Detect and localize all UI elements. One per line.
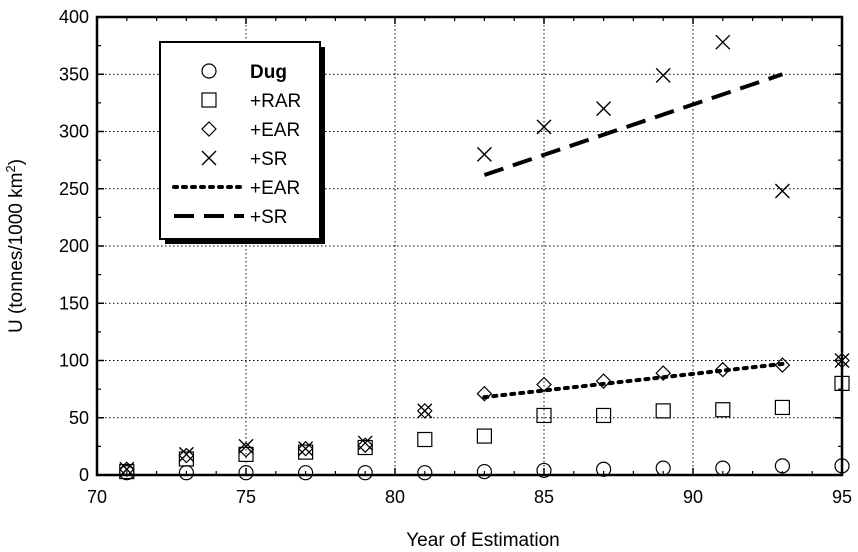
- data-point-square: [418, 433, 432, 447]
- fit-line-dotted: [484, 364, 782, 397]
- data-point-x: [477, 147, 491, 161]
- legend: Dug +RAR +EAR +SR +EAR +SR: [160, 42, 325, 244]
- legend-entry-label: +SR: [250, 149, 288, 170]
- y-tick-label: 350: [59, 64, 89, 84]
- y-tick-label: 0: [79, 465, 89, 485]
- data-point-x: [597, 102, 611, 116]
- data-point-diamond: [179, 449, 193, 463]
- data-point-square: [775, 400, 789, 414]
- x-tick-label: 85: [534, 487, 554, 507]
- series-2: [120, 354, 849, 477]
- series-5: [484, 74, 782, 175]
- x-tick-label: 90: [683, 487, 703, 507]
- series-4: [484, 364, 782, 397]
- y-tick-label: 50: [69, 408, 89, 428]
- data-point-x: [716, 35, 730, 49]
- data-point-square: [477, 429, 491, 443]
- x-tick-label: 80: [385, 487, 405, 507]
- y-tick-label: 150: [59, 293, 89, 313]
- legend-entry-label: +SR: [250, 207, 288, 228]
- data-point-square: [716, 403, 730, 417]
- y-tick-label: 300: [59, 122, 89, 142]
- x-tick-label: 95: [832, 487, 852, 507]
- data-point-square: [656, 404, 670, 418]
- y-tick-label: 250: [59, 179, 89, 199]
- legend-entry-label: +RAR: [250, 91, 301, 112]
- data-point-square: [597, 408, 611, 422]
- y-tick-label: 200: [59, 236, 89, 256]
- data-point-circle: [775, 459, 789, 473]
- series-0: [120, 459, 849, 480]
- x-axis-title: Year of Estimation: [406, 530, 560, 551]
- data-point-x: [179, 447, 193, 461]
- series-1: [120, 376, 849, 478]
- data-point-diamond: [597, 374, 611, 388]
- legend-entry-label: Dug: [250, 62, 287, 83]
- fit-line-dashed: [484, 74, 782, 175]
- data-point-square: [537, 408, 551, 422]
- y-tick-label: 100: [59, 351, 89, 371]
- data-point-x: [775, 184, 789, 198]
- legend-entry-label: +EAR: [250, 120, 300, 141]
- x-tick-label: 70: [87, 487, 107, 507]
- y-axis-title: U (tonnes/1000 km2): [3, 159, 27, 333]
- y-tick-label: 400: [59, 7, 89, 27]
- data-point-x: [656, 68, 670, 82]
- legend-entry-label: +EAR: [250, 178, 300, 199]
- data-point-x: [299, 442, 313, 456]
- data-point-x: [418, 404, 432, 418]
- x-tick-label: 75: [236, 487, 256, 507]
